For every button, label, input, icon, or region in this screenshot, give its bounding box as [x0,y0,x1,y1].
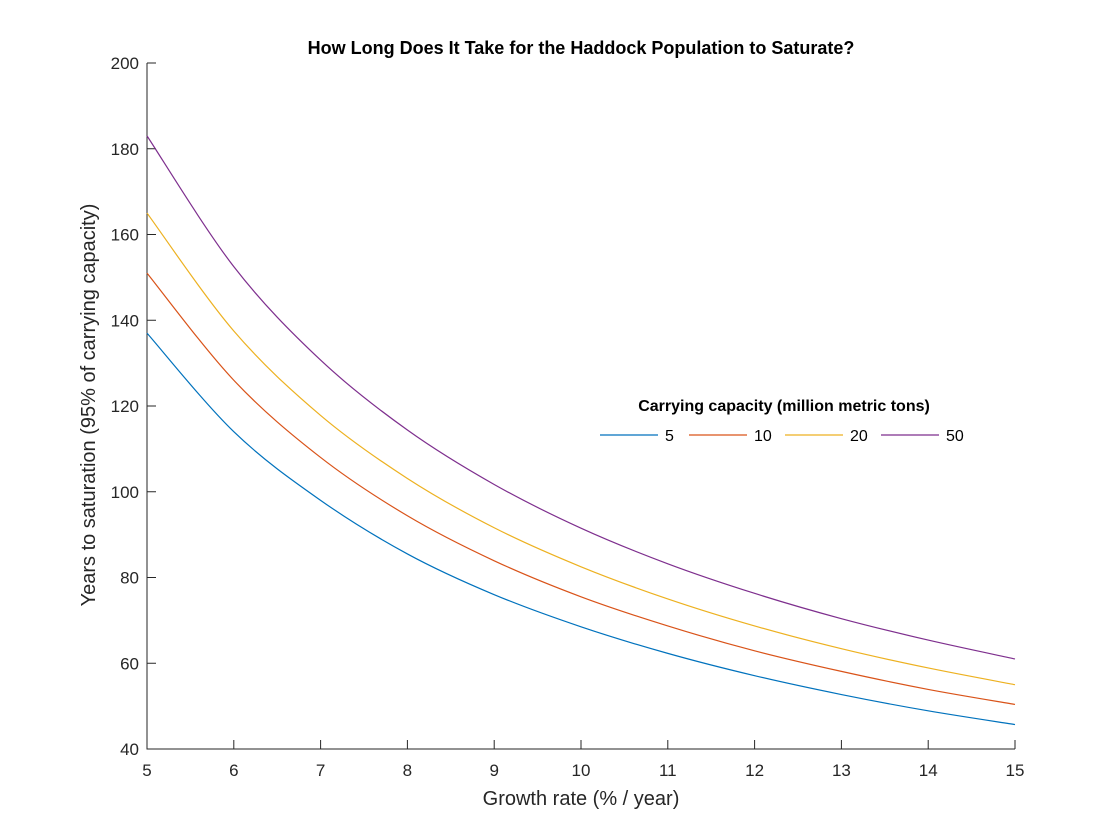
x-tick-label: 8 [403,761,412,780]
axes-lines [146,63,1015,750]
x-tick-label: 7 [316,761,325,780]
legend-label-20: 20 [850,428,868,445]
x-tick-label: 9 [489,761,498,780]
y-tick-label: 80 [120,569,139,588]
legend-title: Carrying capacity (million metric tons) [638,398,930,415]
legend-label-5: 5 [665,428,674,445]
y-tick-label: 100 [111,483,139,502]
legend-label-10: 10 [754,428,772,445]
y-tick-label: 180 [111,140,139,159]
legend-label-50: 50 [946,428,964,445]
series-line-5 [146,332,1016,726]
x-tick-label: 12 [745,761,764,780]
y-tick-label: 40 [120,740,139,759]
y-axis-title: Years to saturation (95% of carrying cap… [78,204,100,607]
x-tick-label: 14 [919,761,938,780]
legend: Carrying capacity (million metric tons) … [600,398,964,445]
y-tick-label: 60 [120,654,139,673]
x-tick-label: 13 [832,761,851,780]
y-tick-label: 200 [111,54,139,73]
y-tick-label: 160 [111,226,139,245]
series-line-50 [146,135,1016,660]
series-line-20 [146,212,1016,686]
y-axis-ticks: 40 60 80 100 120 140 160 180 200 [111,54,156,759]
x-tick-label: 10 [572,761,591,780]
x-axis-ticks: 5 6 7 8 9 10 11 12 13 14 15 [142,740,1024,780]
y-tick-label: 120 [111,397,139,416]
y-tick-label: 140 [111,311,139,330]
x-tick-label: 6 [229,761,238,780]
x-tick-label: 11 [659,761,677,780]
x-tick-label: 15 [1006,761,1025,780]
legend-items: 5 10 20 50 [600,428,964,445]
x-axis-title: Growth rate (% / year) [483,788,680,810]
series-lines [146,135,1016,726]
chart-title: How Long Does It Take for the Haddock Po… [308,38,855,58]
x-tick-label: 5 [142,761,151,780]
series-line-10 [146,272,1016,706]
